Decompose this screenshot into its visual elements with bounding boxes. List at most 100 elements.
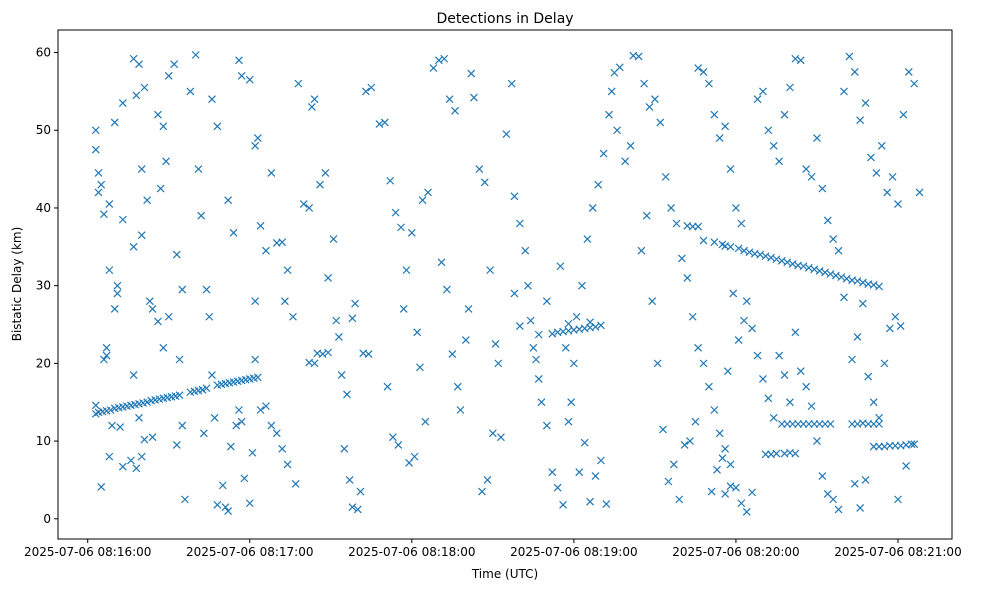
data-point [251,297,260,306]
data-point [434,56,443,65]
data-point [175,391,184,400]
data-point [723,367,732,376]
data-point [410,452,419,461]
data-point [642,211,651,220]
data-point [694,343,703,352]
data-point [686,437,694,446]
data-point [734,336,743,344]
x-tick-label: 2025-07-06 08:18:00 [348,545,475,559]
data-point [198,385,207,394]
data-point [737,219,746,228]
data-point [364,350,373,358]
data-point [218,481,227,490]
data-point [97,483,106,491]
chart-title: Detections in Delay [436,11,573,27]
data-point [108,421,116,430]
data-point [334,333,343,341]
data-point [856,116,865,125]
data-point [318,350,327,358]
data-point [737,499,746,508]
data-point [99,355,108,364]
data-point [245,499,254,508]
data-point [542,421,551,430]
data-point [329,235,338,243]
data-point [721,444,730,453]
data-point [145,297,154,306]
data-point [602,500,611,508]
data-point [305,204,314,212]
data-point [704,79,713,88]
data-point [240,474,249,483]
data-point [232,421,241,430]
data-point [586,318,595,327]
data-point [137,452,146,461]
data-point [688,312,697,321]
data-point [99,210,108,219]
data-point [170,60,179,69]
data-point [159,122,168,131]
data-point [807,402,816,411]
data-point [534,374,543,383]
data-point [253,134,262,142]
data-point [804,263,813,272]
data-point [224,196,233,205]
data-point [172,441,181,449]
data-point [910,79,919,88]
data-point [553,483,562,492]
data-point [110,305,119,313]
data-point [137,231,146,240]
data-point [645,103,654,111]
data-point [802,165,811,174]
data-point [256,406,265,414]
data-point [283,266,292,275]
data-point [445,95,454,104]
data-point [583,235,592,243]
data-point [769,413,778,422]
data-point [340,444,349,453]
data-point [413,328,422,337]
data-point [848,355,856,364]
data-point [510,192,519,201]
data-point [278,238,287,247]
data-point [294,79,303,88]
data-point [777,256,786,265]
x-tick-label: 2025-07-06 08:16:00 [24,545,151,559]
data-point [154,317,162,326]
data-point [205,312,214,321]
data-point [556,262,565,271]
data-point [140,83,149,92]
data-point [129,371,138,379]
data-point [348,503,357,512]
data-point [691,417,700,426]
data-point [351,299,360,308]
data-point [915,188,924,197]
data-point [235,56,243,65]
data-point [456,406,465,414]
data-point [110,118,119,127]
data-point [899,110,908,119]
data-point [164,71,173,80]
data-point [467,69,476,78]
data-point [894,200,902,208]
data-point [140,435,149,444]
data-point [704,382,713,391]
data-point [653,359,662,368]
data-point [885,324,894,333]
data-point [729,289,738,298]
data-point [429,64,438,73]
x-axis-label: Time (UTC) [471,567,538,581]
y-axis: 0 10 20 30 40 50 60 [36,46,58,526]
data-point [594,180,603,189]
data-point [453,382,462,391]
data-point [208,95,216,104]
data-point [734,244,743,253]
data-point [791,449,800,458]
data-point [289,312,297,321]
data-point [507,79,516,88]
y-tick-label: 40 [36,201,51,215]
data-point [448,350,457,358]
data-point [667,204,676,212]
data-point [569,359,578,368]
data-point [178,421,187,430]
data-point [613,126,622,135]
